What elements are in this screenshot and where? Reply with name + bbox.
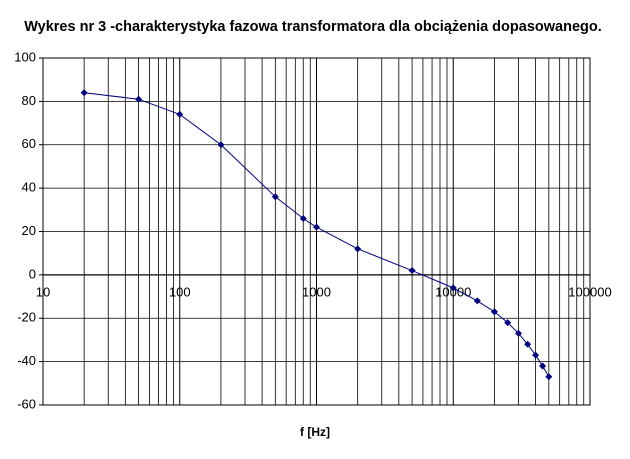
y-tick-label: -20: [17, 310, 36, 325]
y-tick-label: 0: [29, 266, 36, 281]
y-tick-label: -60: [17, 396, 36, 411]
y-tick-label: 20: [22, 223, 36, 238]
data-point: [271, 193, 279, 201]
data-point: [408, 267, 416, 275]
data-point: [299, 214, 307, 222]
data-point: [539, 362, 547, 370]
data-point: [80, 89, 88, 97]
y-tick-label: 60: [22, 136, 36, 151]
y-tick-label: 100: [14, 49, 36, 64]
y-tick-label: -40: [17, 353, 36, 368]
data-point: [354, 245, 362, 253]
chart-title: Wykres nr 3 -charakterystyka fazowa tran…: [24, 19, 602, 35]
data-point: [135, 95, 143, 103]
data-point: [176, 110, 184, 118]
data-point: [524, 340, 532, 348]
data-point: [313, 223, 320, 231]
data-point: [504, 319, 512, 327]
data-point: [545, 373, 553, 381]
plot-frame: [42, 57, 591, 406]
data-point: [449, 284, 457, 292]
y-tick-label: 40: [22, 180, 36, 195]
x-axis-label: f [Hz]: [300, 425, 330, 439]
data-point: [490, 308, 498, 316]
data-point: [532, 351, 540, 359]
data-point: [514, 329, 522, 337]
data-point: [217, 141, 225, 149]
data-point: [473, 297, 481, 305]
y-tick-label: 80: [22, 93, 36, 108]
